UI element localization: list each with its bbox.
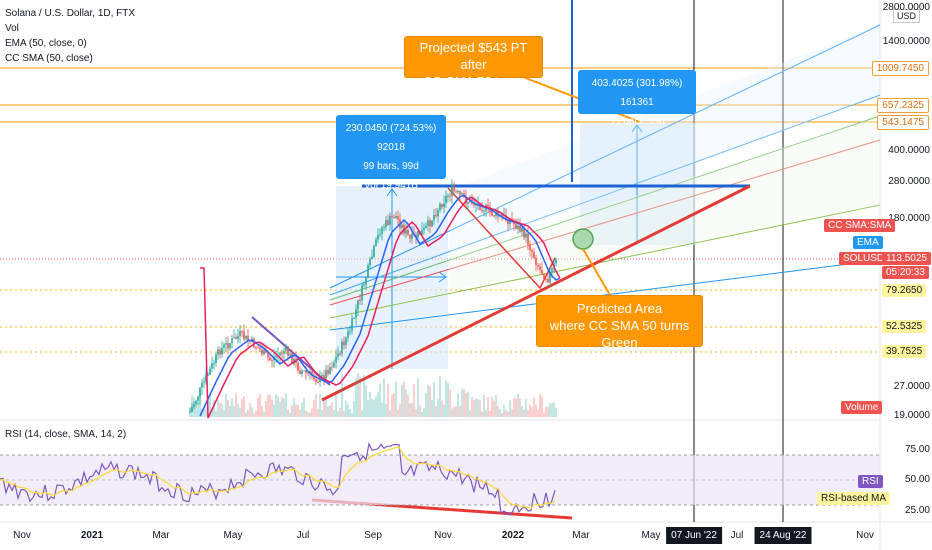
price-tick: 180.0000 bbox=[888, 213, 930, 224]
time-label: May bbox=[641, 530, 661, 541]
level-52-tag: 52.5325 bbox=[882, 320, 927, 333]
predicted-area-marker[interactable] bbox=[572, 228, 594, 250]
legend-ccsma[interactable]: CC SMA (50, close) bbox=[5, 53, 93, 64]
legend-ema[interactable]: EMA (50, close, 0) bbox=[5, 38, 87, 49]
level-543-tag: 543.1475 bbox=[877, 115, 929, 130]
measure2-line2: 99 bars, 99d bbox=[609, 116, 665, 127]
ccsma-line bbox=[200, 196, 561, 419]
volume-bars bbox=[189, 373, 557, 417]
solusd-tag: SOLUSD bbox=[839, 252, 889, 265]
measure-arrowhead-1v bbox=[386, 188, 398, 197]
level-1009-tag: 1009.7450 bbox=[871, 61, 929, 76]
time-label: May bbox=[223, 530, 243, 541]
rsi-tick: 75.00 bbox=[904, 444, 930, 455]
rsi-title[interactable]: RSI (14, close, SMA, 14, 2) bbox=[5, 429, 127, 440]
pitchfork[interactable] bbox=[329, 24, 881, 331]
ema-line bbox=[199, 194, 561, 417]
time-label: 2022 bbox=[501, 530, 525, 541]
measure-arrowhead-1h bbox=[438, 271, 447, 283]
rsi-tag: RSI bbox=[858, 475, 883, 488]
time-label: Jul bbox=[730, 530, 744, 541]
projected-callout[interactable]: Projected $543 PT after CC-SMA 50 turns … bbox=[404, 36, 543, 106]
time-label: Mar bbox=[572, 530, 590, 541]
price-tick: 1400.0000 bbox=[882, 36, 930, 47]
time-label: Nov bbox=[856, 530, 874, 541]
measure-label-2: 403.4025 (301.98%) 161361 99 bars, 99d bbox=[578, 70, 696, 127]
price-tick: 27.0000 bbox=[893, 381, 930, 392]
rsi-ma-line bbox=[0, 446, 556, 509]
measure1-line3: Vol 19.941B bbox=[364, 180, 418, 191]
date-tag-jun: 07 Jun '22 bbox=[666, 527, 722, 544]
price-tick: 2800.0000 bbox=[882, 2, 930, 13]
time-label: 2021 bbox=[80, 530, 104, 541]
time-label: Nov bbox=[434, 530, 452, 541]
chart-legend: Solana / U.S. Dollar, 1D, FTX Vol EMA (5… bbox=[5, 6, 135, 66]
ema-tag: EMA bbox=[853, 236, 883, 249]
symbol-title[interactable]: Solana / U.S. Dollar, 1D, FTX bbox=[5, 8, 136, 19]
predicted-line1: Predicted Area bbox=[576, 301, 663, 316]
rsi-ma-tag: RSI-based MA bbox=[817, 492, 891, 505]
projected-line1: Projected $543 PT after bbox=[419, 40, 528, 72]
time-label: Mar bbox=[152, 530, 170, 541]
volume-tag: Volume bbox=[841, 401, 883, 414]
legend-vol[interactable]: Vol bbox=[5, 23, 19, 34]
price-tick: 400.0000 bbox=[888, 145, 930, 156]
price-tick: 280.0000 bbox=[888, 176, 930, 187]
level-657-tag: 657.2325 bbox=[877, 98, 929, 113]
projected-line2: CC-SMA 50 turns Green bbox=[422, 74, 525, 106]
candlesticks[interactable] bbox=[189, 179, 557, 413]
predicted-pointer bbox=[582, 248, 611, 296]
rsi-tick: 50.00 bbox=[904, 474, 930, 485]
time-label: Nov bbox=[13, 530, 31, 541]
predicted-callout[interactable]: Predicted Area where CC SMA 50 turns Gre… bbox=[536, 295, 703, 350]
rsi-tick: 25.00 bbox=[904, 505, 930, 516]
level-39-tag: 39.7525 bbox=[882, 345, 927, 358]
support-trendline[interactable] bbox=[321, 184, 751, 402]
measure1-line1: 230.0450 (724.53%) 92018 bbox=[345, 123, 437, 153]
measure-arrowhead-2v bbox=[631, 124, 643, 133]
predicted-line2: where CC SMA 50 turns Green bbox=[549, 318, 690, 350]
time-label: Sep bbox=[364, 530, 382, 541]
ccsma-tag: CC SMA:SMA bbox=[824, 219, 896, 232]
price-tick: 19.0000 bbox=[893, 410, 930, 421]
date-tag-aug: 24 Aug '22 bbox=[754, 527, 812, 544]
measure1-line2: 99 bars, 99d bbox=[363, 161, 419, 172]
countdown-tag: 05:20:33 bbox=[882, 266, 929, 279]
currency-unit[interactable]: USD bbox=[892, 9, 920, 23]
rsi-line bbox=[0, 441, 556, 516]
last-price-tag: 113.5025 bbox=[882, 252, 931, 265]
level-79-tag: 79.2650 bbox=[882, 284, 927, 297]
measure-label-1: 230.0450 (724.53%) 92018 99 bars, 99d Vo… bbox=[336, 115, 446, 191]
time-label: Jul bbox=[296, 530, 310, 541]
measure2-line1: 403.4025 (301.98%) 161361 bbox=[591, 78, 683, 108]
